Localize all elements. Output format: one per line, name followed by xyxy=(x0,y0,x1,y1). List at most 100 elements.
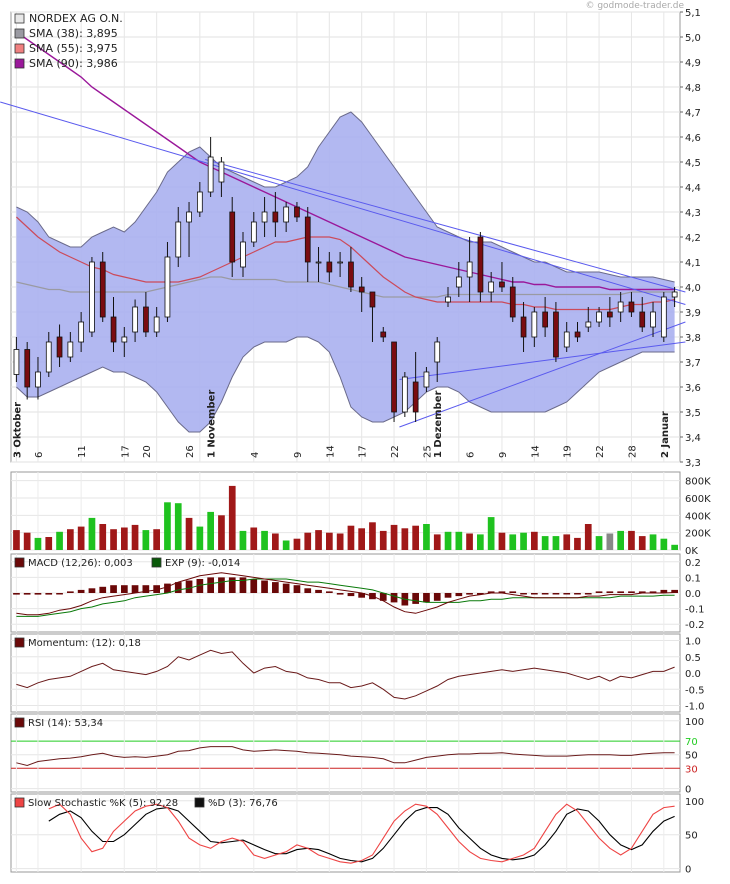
volume-bar xyxy=(99,524,107,550)
volume-y-tick: 0K xyxy=(685,546,698,557)
candle-body xyxy=(531,311,538,338)
price-y-tick: 3,9 xyxy=(685,308,701,319)
candle-body xyxy=(261,211,268,223)
x-day-label: 14 xyxy=(530,445,541,458)
x-day-label: 14 xyxy=(325,445,336,458)
volume-bar xyxy=(153,529,160,550)
volume-y-tick: 800K xyxy=(685,477,711,488)
macd-legend-label: MACD (12,26): 0,003 xyxy=(28,558,133,569)
volume-bar xyxy=(444,531,452,550)
candle-body xyxy=(423,371,430,388)
macd-histogram-bar xyxy=(531,593,538,595)
volume-bar xyxy=(185,517,193,550)
candle-body xyxy=(445,296,451,303)
volume-bar xyxy=(315,530,322,550)
macd-histogram-bar xyxy=(606,591,614,593)
candle-body xyxy=(509,286,516,318)
macd-histogram-bar xyxy=(628,591,635,593)
volume-bar xyxy=(207,511,214,550)
volume-bar xyxy=(423,524,430,550)
macd-histogram-bar xyxy=(541,593,549,595)
candle-body xyxy=(661,296,667,338)
candle-body xyxy=(304,216,311,263)
macd-histogram-bar xyxy=(164,583,171,593)
candle-body xyxy=(240,241,246,268)
trendline xyxy=(399,321,686,428)
candle-body xyxy=(542,311,549,328)
candle-body xyxy=(639,311,646,328)
price-y-tick: 4,7 xyxy=(685,108,701,119)
x-month-label: 1 Dezember xyxy=(433,391,444,458)
candle-body xyxy=(99,261,106,318)
macd-y-tick: -0.1 xyxy=(685,605,705,616)
bollinger-band-fill xyxy=(16,112,675,432)
rsi-y-tick: 30 xyxy=(685,764,698,775)
macd-y-tick: 0.1 xyxy=(685,573,701,584)
volume-bar xyxy=(638,536,646,550)
candle-body xyxy=(218,161,225,183)
macd-histogram-bar xyxy=(282,583,290,593)
candle-body xyxy=(132,306,138,333)
macd-histogram-bar xyxy=(228,577,236,593)
stoch-y-tick: 0 xyxy=(685,865,691,876)
price-y-tick: 4,1 xyxy=(685,258,701,269)
macd-histogram-bar xyxy=(142,585,150,593)
volume-bar xyxy=(110,529,117,550)
x-day-label: 20 xyxy=(142,445,153,458)
volume-bar xyxy=(520,532,527,550)
price-y-tick: 3,5 xyxy=(685,408,701,419)
macd-histogram-bar xyxy=(218,577,225,593)
macd-histogram-bar xyxy=(196,579,204,593)
macd-histogram-bar xyxy=(23,593,31,595)
volume-bar xyxy=(477,534,484,550)
x-day-label: 28 xyxy=(627,445,638,458)
macd-histogram-bar xyxy=(272,582,279,593)
x-day-label: 17 xyxy=(120,445,131,458)
volume-bar xyxy=(45,537,53,550)
candle-body xyxy=(196,191,203,213)
momentum-y-tick: -0.5 xyxy=(685,685,705,696)
stoch-legend-label: Slow Stochastic %K (5): 92,28 xyxy=(28,798,178,809)
candle-body xyxy=(563,331,570,348)
volume-bar xyxy=(660,538,668,550)
x-day-label: 17 xyxy=(358,445,369,458)
macd-histogram-bar xyxy=(671,589,678,593)
volume-bar xyxy=(531,531,538,550)
macd-histogram-bar xyxy=(153,585,160,593)
macd-histogram-bar xyxy=(617,591,624,593)
candle-body xyxy=(153,316,160,333)
candle-body xyxy=(553,311,559,358)
candle-body xyxy=(35,371,41,388)
candle-body xyxy=(56,336,63,358)
volume-bar xyxy=(56,531,63,550)
volume-bar xyxy=(218,515,225,550)
stoch-k-line xyxy=(48,803,675,864)
volume-bar xyxy=(509,534,517,550)
momentum-y-tick: 0.5 xyxy=(685,653,701,664)
volume-bar xyxy=(466,533,473,550)
volume-bar xyxy=(649,534,657,550)
x-month-label: 2 Januar xyxy=(660,411,671,458)
candle-body xyxy=(650,311,656,328)
volume-bar xyxy=(401,528,409,550)
macd-y-tick: 0.0 xyxy=(685,589,701,600)
volume-bar xyxy=(584,524,592,550)
volume-bar xyxy=(88,517,96,550)
price-y-tick: 4,4 xyxy=(685,183,701,194)
candle-body xyxy=(294,206,300,218)
candle-body xyxy=(671,291,678,298)
candle-body xyxy=(13,349,20,375)
trendline xyxy=(205,159,686,293)
candle-body xyxy=(186,211,192,223)
stoch-y-tick: 50 xyxy=(685,831,698,842)
volume-bar xyxy=(131,524,139,550)
stoch-d-line xyxy=(48,807,675,863)
price-y-tick: 4,5 xyxy=(685,158,701,169)
x-day-label: 11 xyxy=(77,445,88,458)
volume-bar xyxy=(23,532,31,550)
x-day-label: 6 xyxy=(34,452,45,458)
volume-bar xyxy=(390,524,398,550)
candle-body xyxy=(380,331,387,338)
legend-swatch xyxy=(151,557,162,568)
rsi-y-tick: 100 xyxy=(685,717,704,728)
